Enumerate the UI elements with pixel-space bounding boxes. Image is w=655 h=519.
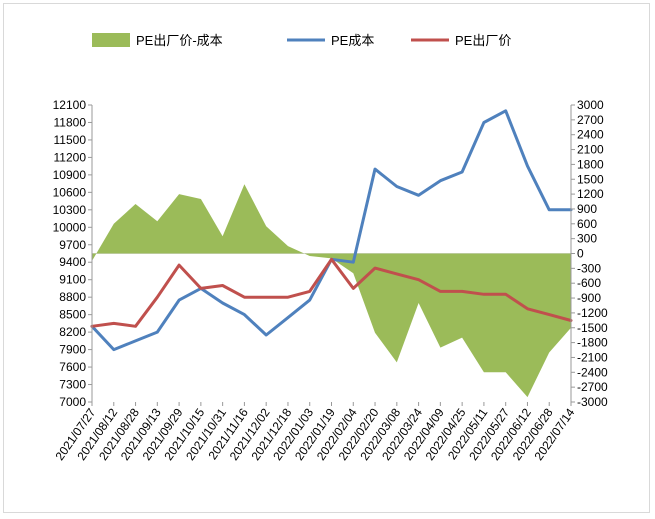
right-tick-label: -1200 xyxy=(577,306,608,320)
left-tick-label: 11200 xyxy=(54,150,87,164)
right-tick-label: -2700 xyxy=(577,380,608,394)
left-tick-label: 7300 xyxy=(59,378,86,392)
left-tick-label: 12100 xyxy=(53,98,87,112)
left-tick-label: 11500 xyxy=(54,133,87,147)
right-tick-label: -1800 xyxy=(577,336,608,350)
area-series-layer xyxy=(92,184,571,397)
right-tick-label: 1500 xyxy=(577,172,604,186)
left-tick-label: 10600 xyxy=(53,185,87,199)
left-tick-label: 8500 xyxy=(59,308,86,322)
right-tick-label: 2700 xyxy=(577,113,604,127)
right-tick-label: -300 xyxy=(577,261,601,275)
left-tick-label: 7000 xyxy=(59,395,86,409)
right-tick-label: -1500 xyxy=(577,321,608,335)
area-series xyxy=(92,184,571,397)
right-tick-label: 2400 xyxy=(577,128,604,142)
right-tick-label: 600 xyxy=(577,217,597,231)
left-tick-label: 10300 xyxy=(53,203,87,217)
left-tick-label: 10000 xyxy=(53,220,87,234)
legend-label: PE成本 xyxy=(331,33,374,48)
right-tick-label: 0 xyxy=(577,247,584,261)
right-tick-label: 900 xyxy=(577,202,597,216)
right-tick-label: 1800 xyxy=(577,157,604,171)
left-tick-label: 11800 xyxy=(54,115,87,129)
left-tick-label: 7600 xyxy=(59,360,86,374)
right-tick-label: -2400 xyxy=(577,365,608,379)
legend-label: PE出厂价 xyxy=(455,33,511,48)
legend: PE出厂价-成本 PE成本 PE出厂价 xyxy=(92,33,511,48)
right-tick-label: -900 xyxy=(577,291,601,305)
left-tick-label: 7900 xyxy=(59,343,86,357)
right-tick-label: -3000 xyxy=(577,395,608,409)
right-tick-label: 3000 xyxy=(577,98,604,112)
left-tick-label: 9700 xyxy=(59,238,86,252)
left-tick-label: 9100 xyxy=(59,273,86,287)
chart-frame: PE出厂价-成本 PE成本 PE出厂价 12100 11800 11500 11200 10… xyxy=(3,3,650,513)
right-tick-label: -2100 xyxy=(577,350,608,364)
right-tick-label: 2100 xyxy=(577,143,604,157)
legend-label: PE出厂价-成本 xyxy=(136,33,223,48)
right-tick-label: 1200 xyxy=(577,187,604,201)
left-tick-label: 10900 xyxy=(53,168,87,182)
right-tick-label: -600 xyxy=(577,276,601,290)
legend-swatch-area xyxy=(92,33,130,47)
left-tick-label: 8800 xyxy=(59,290,86,304)
right-tick-label: 300 xyxy=(577,232,597,246)
left-tick-label: 8200 xyxy=(59,325,86,339)
chart: PE出厂价-成本 PE成本 PE出厂价 12100 11800 11500 11200 10… xyxy=(4,4,651,514)
left-tick-label: 9400 xyxy=(59,255,86,269)
